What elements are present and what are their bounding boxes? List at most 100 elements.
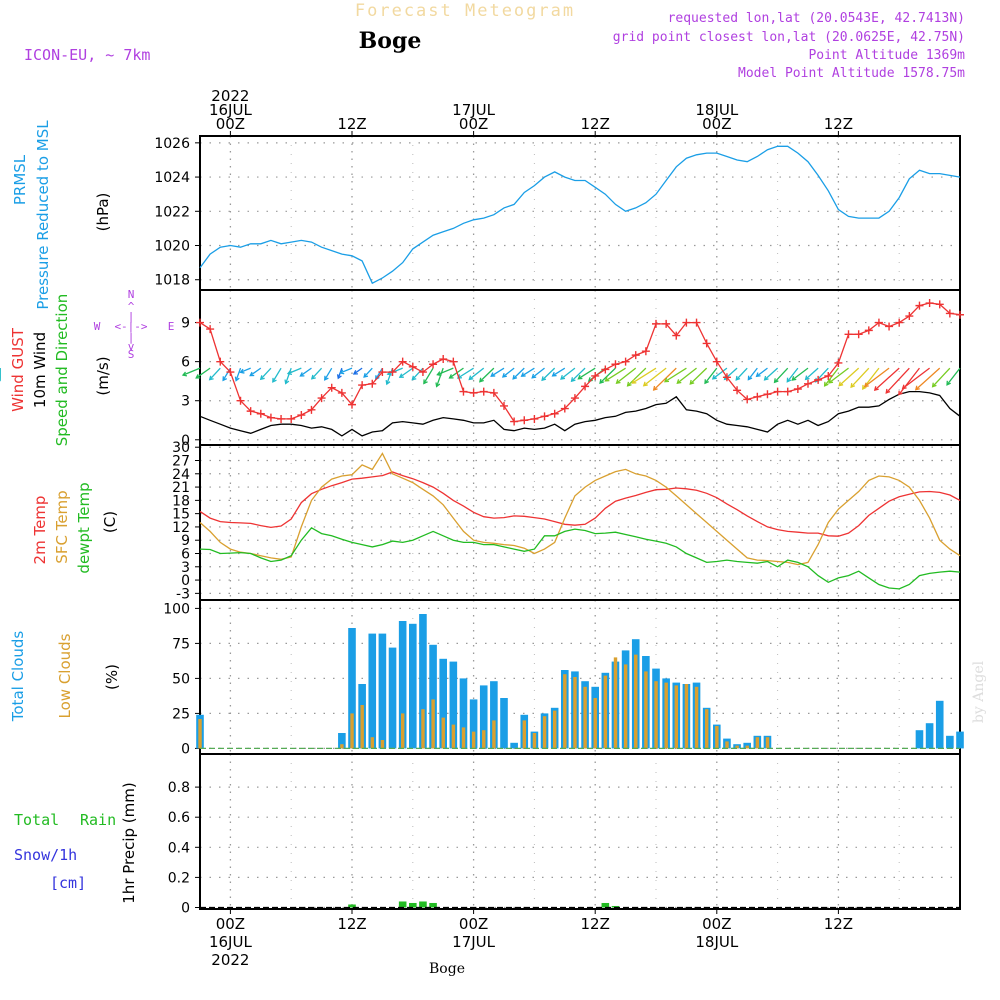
low-cloud-bar	[725, 741, 729, 749]
total-clouds-label: Total Clouds	[9, 631, 27, 723]
wind-arrow	[512, 367, 525, 380]
low-cloud-bar	[593, 698, 597, 749]
wind-gust-marker	[854, 330, 863, 339]
wind-gust-marker	[570, 394, 579, 403]
wind-arrow-head	[324, 375, 329, 381]
y-tick-label: 21	[172, 480, 190, 496]
precip-panel: 0 0.2 0.4 0.6 0.8	[168, 753, 961, 916]
low-cloud-bar	[563, 674, 567, 749]
wind-arrow	[805, 367, 819, 380]
bottom-time-label: 00Z	[216, 915, 245, 933]
y-tick-label: 0	[181, 741, 190, 757]
wind-gust-marker	[388, 368, 397, 377]
wind-arrow-head	[468, 375, 474, 381]
wind-gust-marker	[652, 319, 660, 328]
top-time-label: 00Z	[702, 115, 731, 133]
wind-arrow-head	[551, 371, 557, 377]
wind-arrow	[689, 367, 708, 385]
wind-arrow	[195, 367, 211, 379]
total-cloud-bar	[510, 742, 518, 749]
low-cloud-bar	[694, 686, 699, 749]
wind-arrow	[898, 367, 920, 396]
wind-arrow	[747, 367, 758, 381]
panel-frame	[199, 599, 961, 755]
wind-arrow-head	[599, 378, 605, 384]
top-time-label: 17JUL	[452, 101, 495, 119]
y-tick-label: 1018	[154, 273, 190, 289]
wind-arrow-head	[398, 373, 404, 378]
wind-arrow-head	[363, 372, 369, 378]
total-cloud-bar	[915, 730, 924, 749]
wind-gust-marker	[469, 388, 478, 397]
y-tick-label: 12	[172, 520, 190, 536]
y-tick-label: 75	[172, 636, 190, 652]
clouds-panel: 0 25 50 75 100	[163, 599, 964, 757]
wind-panel: 0 3 6 9	[0, 290, 964, 449]
wind-gust-marker	[783, 387, 792, 396]
wind-arrow-head	[615, 379, 621, 384]
wind-arrow-head	[339, 369, 345, 375]
wind-arrow-head	[570, 377, 576, 383]
wind-gust-marker	[662, 319, 671, 328]
wind-arrow-head	[259, 375, 265, 381]
wind-unit-label: (m/s)	[94, 356, 112, 395]
low-cloud-bar	[613, 657, 618, 749]
wind-arrow-head	[747, 375, 753, 381]
wind-arrow-head	[479, 377, 484, 383]
rain-bar	[409, 902, 417, 908]
y-tick-label: 0.8	[168, 780, 190, 796]
bottom-time-label: 16JUL	[209, 933, 252, 951]
compass-north-bar: |	[128, 310, 135, 323]
wind-arrow-head	[336, 374, 342, 380]
low-cloud-bar	[654, 681, 658, 749]
wind-arrow-head	[181, 371, 188, 377]
top-time-label: 18JUL	[695, 101, 738, 119]
wind-gust-marker	[287, 414, 296, 423]
wind-arrow	[502, 367, 515, 378]
wind-arrow-head	[704, 379, 709, 385]
total-cloud-bar	[398, 621, 407, 749]
low-cloud-bar	[542, 716, 547, 749]
wind-arrow-head	[604, 376, 610, 382]
y-tick-label: 1020	[154, 239, 190, 255]
temp-axis-labels: 2m Temp SFC Temp dewpt Temp (C)	[31, 482, 119, 573]
temp-unit-label: (C)	[101, 511, 119, 533]
wind-arrow	[311, 367, 323, 380]
total-cloud-bar	[925, 723, 934, 749]
wind-gust-marker	[753, 392, 762, 401]
wind-10m-line	[199, 390, 961, 437]
wind-arrow-head	[411, 375, 417, 381]
wind-gust-marker	[581, 382, 590, 391]
wind-arrow	[399, 367, 414, 378]
wind-arrow	[222, 367, 231, 381]
wind-gust-marker	[317, 394, 326, 403]
wind-arrow	[436, 367, 444, 387]
y-tick-label: 1026	[154, 136, 190, 152]
wind-arrow-head	[631, 379, 637, 384]
total-cloud-bar	[388, 647, 397, 749]
wind-gust-marker	[702, 339, 711, 348]
wind-gust-marker	[510, 417, 519, 426]
wind-arrow	[182, 367, 201, 376]
wind-gust-marker	[520, 416, 529, 425]
wind-arrow	[260, 367, 272, 380]
total-cloud-bar	[449, 661, 458, 749]
precip-cm-label: [cm]	[50, 874, 86, 892]
wind-gust-marker	[621, 357, 630, 366]
wind-arrow	[353, 367, 363, 375]
wind-arrow	[287, 367, 302, 375]
wind-gust-marker	[885, 322, 894, 331]
total-cloud-bar	[368, 633, 377, 749]
wind-arrow	[676, 367, 697, 384]
wind-gust-marker	[895, 318, 904, 327]
low-cloud-bar	[755, 737, 760, 749]
pressure-unit-label: (hPa)	[94, 193, 112, 232]
wind-arrow-head	[234, 376, 240, 382]
wind-gust-marker	[945, 309, 954, 318]
y-tick-label: 9	[181, 316, 190, 332]
wind-arrow-head	[663, 377, 670, 383]
wind-arrow-head	[804, 375, 810, 381]
wind-gust-marker	[956, 310, 964, 319]
low-cloud-bar	[745, 745, 749, 749]
